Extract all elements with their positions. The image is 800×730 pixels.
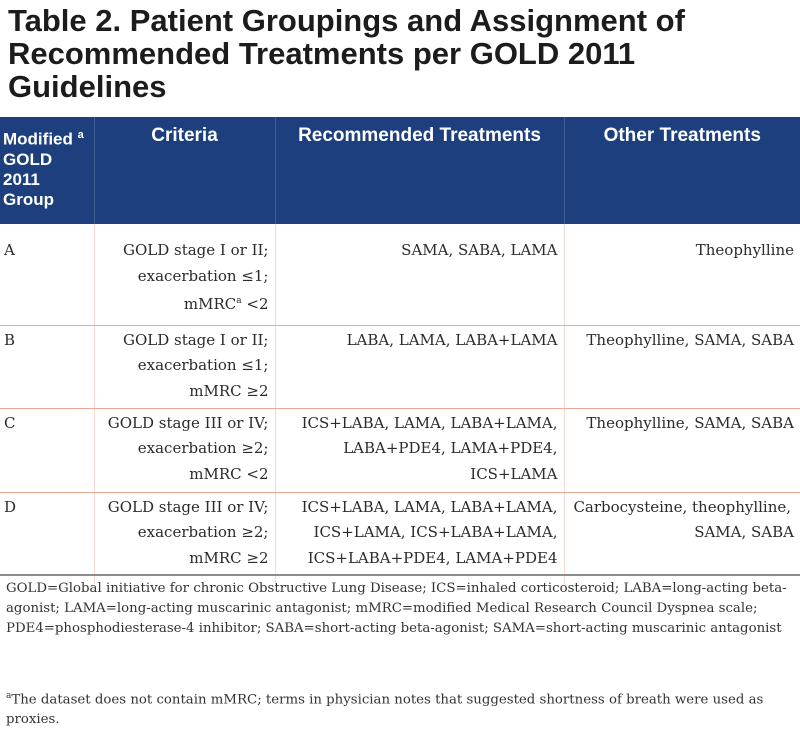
criteria-line: exacerbation ≤1; bbox=[137, 266, 269, 285]
table-title: Table 2. Patient Groupings and Assignmen… bbox=[8, 4, 788, 103]
header-other: Other Treatments bbox=[564, 117, 800, 224]
table-row: D GOLD stage III or IV; exacerbation ≥2;… bbox=[0, 492, 800, 584]
other-line: Theophylline, SAMA, SABA bbox=[586, 413, 794, 432]
table-header-row: Modified a GOLD 2011 Group Criteria Reco… bbox=[0, 117, 800, 224]
criteria-line: mMRC <2 bbox=[189, 464, 269, 483]
header-group-sup: a bbox=[77, 129, 84, 141]
cell-recommended: SAMA, SABA, LAMA bbox=[275, 224, 565, 326]
recommended-line: ICS+LABA+PDE4, LAMA+PDE4 bbox=[307, 548, 558, 567]
criteria-line: exacerbation ≥2; bbox=[137, 439, 269, 457]
cell-group: C bbox=[0, 408, 95, 493]
cell-criteria: GOLD stage III or IV; exacerbation ≥2; m… bbox=[94, 408, 276, 493]
recommended-line: ICS+LAMA bbox=[470, 464, 558, 483]
cell-criteria: GOLD stage I or II; exacerbation ≤1; mMR… bbox=[94, 224, 276, 326]
criteria-line: GOLD stage III or IV; bbox=[107, 497, 269, 516]
footnote-note-text: The dataset does not contain mMRC; terms… bbox=[6, 692, 764, 728]
criteria-line: mMRC ≥2 bbox=[189, 548, 269, 567]
cell-other: Theophylline, SAMA, SABA bbox=[564, 408, 800, 493]
criteria-line: GOLD stage I or II; bbox=[122, 330, 269, 349]
criteria-line: mMRC ≥2 bbox=[189, 381, 269, 400]
title-line-1: Table 2. Patient Groupings and Assignmen… bbox=[8, 3, 685, 38]
header-group-line-4: Group bbox=[3, 189, 54, 209]
title-line-3: Guidelines bbox=[8, 69, 167, 104]
footnote-abbreviations: GOLD=Global initiative for chronic Obstr… bbox=[6, 581, 787, 636]
footnote-note: aThe dataset does not contain mMRC; term… bbox=[6, 686, 796, 730]
criteria-line: GOLD stage III or IV; bbox=[107, 413, 269, 432]
header-criteria: Criteria bbox=[94, 117, 276, 224]
criteria-line: mMRC bbox=[183, 295, 237, 313]
recommended-line: ICS+LABA, LAMA, LABA+LAMA, bbox=[301, 413, 558, 432]
recommended-line: ICS+LABA, LAMA, LABA+LAMA, bbox=[301, 497, 558, 516]
cell-other: Theophylline bbox=[564, 224, 800, 326]
recommended-line: ICS+LAMA, ICS+LABA+LAMA, bbox=[313, 523, 558, 541]
treatment-table: Modified a GOLD 2011 Group Criteria Reco… bbox=[0, 117, 800, 584]
header-group-line-3: 2011 bbox=[3, 169, 40, 189]
cell-criteria: GOLD stage III or IV; exacerbation ≥2; m… bbox=[94, 492, 276, 584]
cell-other: Theophylline, SAMA, SABA bbox=[564, 325, 800, 409]
header-recommended: Recommended Treatments bbox=[275, 117, 565, 224]
recommended-line: LABA, LAMA, LABA+LAMA bbox=[346, 330, 558, 349]
cell-group: B bbox=[0, 325, 95, 409]
header-group: Modified a GOLD 2011 Group bbox=[0, 117, 95, 224]
other-line: Theophylline, SAMA, SABA bbox=[586, 330, 794, 349]
footnote-divider bbox=[0, 574, 800, 576]
other-line: SAMA, SABA bbox=[694, 523, 794, 541]
cell-recommended: LABA, LAMA, LABA+LAMA bbox=[275, 325, 565, 409]
recommended-line: SAMA, SABA, LAMA bbox=[401, 241, 558, 259]
cell-other: Carbocysteine, theophylline, SAMA, SABA bbox=[564, 492, 800, 584]
other-line: Carbocysteine, theophylline, bbox=[573, 497, 792, 516]
table-row: C GOLD stage III or IV; exacerbation ≥2;… bbox=[0, 408, 800, 493]
cell-group: D bbox=[0, 492, 95, 584]
title-line-2: Recommended Treatments per GOLD 2011 bbox=[8, 36, 636, 71]
cell-recommended: ICS+LABA, LAMA, LABA+LAMA, ICS+LAMA, ICS… bbox=[275, 492, 565, 584]
table-row: A GOLD stage I or II; exacerbation ≤1; m… bbox=[0, 224, 800, 326]
criteria-line: exacerbation ≤1; bbox=[137, 356, 269, 374]
cell-recommended: ICS+LABA, LAMA, LABA+LAMA, LABA+PDE4, LA… bbox=[275, 408, 565, 493]
criteria-line: exacerbation ≥2; bbox=[137, 523, 269, 541]
header-group-line-1: Modified bbox=[3, 129, 73, 149]
cell-group: A bbox=[0, 224, 95, 326]
cell-criteria: GOLD stage I or II; exacerbation ≤1; mMR… bbox=[94, 325, 276, 409]
footnote-sup: a bbox=[6, 691, 12, 701]
recommended-line: LABA+PDE4, LAMA+PDE4, bbox=[343, 439, 558, 457]
criteria-sup: a bbox=[236, 296, 242, 306]
table-row: B GOLD stage I or II; exacerbation ≤1; m… bbox=[0, 325, 800, 409]
other-line: Theophylline bbox=[695, 241, 794, 259]
criteria-line: GOLD stage I or II; bbox=[122, 241, 269, 259]
header-group-line-2: GOLD bbox=[3, 149, 53, 169]
criteria-line: <2 bbox=[246, 295, 269, 313]
